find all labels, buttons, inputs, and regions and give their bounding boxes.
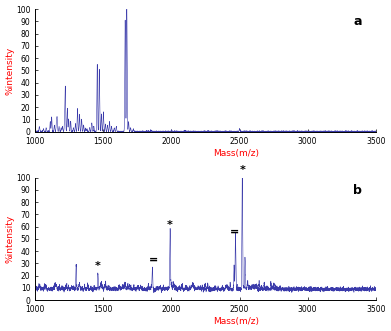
Text: =: = bbox=[230, 226, 239, 236]
Text: *: * bbox=[239, 165, 245, 175]
Text: a: a bbox=[353, 15, 362, 28]
Y-axis label: %intensity: %intensity bbox=[5, 46, 14, 95]
Text: =: = bbox=[149, 255, 158, 265]
Text: b: b bbox=[353, 184, 362, 197]
Y-axis label: %intensity: %intensity bbox=[5, 215, 14, 263]
Text: *: * bbox=[95, 261, 101, 271]
Text: *: * bbox=[167, 220, 173, 230]
X-axis label: Mass(m/z): Mass(m/z) bbox=[213, 317, 259, 326]
X-axis label: Mass(m/z): Mass(m/z) bbox=[213, 149, 259, 158]
